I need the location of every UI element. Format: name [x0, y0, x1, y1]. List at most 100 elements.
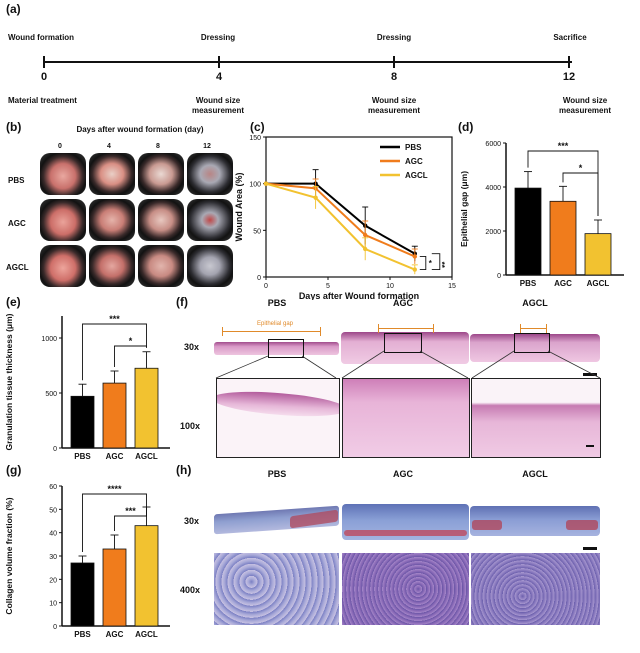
- gap-tick: [433, 324, 434, 333]
- photo-row-pbs: PBS: [8, 176, 25, 185]
- panel-label-c: (c): [250, 120, 265, 134]
- timeline-day-0: 0: [40, 71, 48, 83]
- x-tick-label: PBS: [74, 452, 91, 461]
- y-tick-label: 150: [249, 135, 261, 142]
- epithelial-gap-label: Epithelial gap: [256, 321, 294, 327]
- legend-label-pbs: PBS: [405, 143, 422, 152]
- wound-area-chart: 0 50 100 150 0 5 10 15 Days after Wound formatio…: [234, 135, 456, 300]
- significance-bracket-outer: [431, 253, 441, 270]
- gap-tick: [378, 324, 379, 333]
- wound-photo-agcl-day4: [89, 245, 135, 287]
- photo-day-4: 4: [107, 143, 111, 150]
- photo-row-agcl: AGCL: [6, 263, 29, 272]
- wound-photo-pbs-day0: [40, 153, 86, 195]
- wound-photo-agcl-day8: [138, 245, 184, 287]
- bar-agc: [102, 382, 127, 449]
- significance-bracket-short: [114, 345, 147, 367]
- timeline-day-8: 8: [390, 71, 398, 83]
- significance-bracket-long: [82, 323, 147, 381]
- data-point-agcl: [313, 195, 318, 200]
- histology-f-row-100x: 100x: [180, 421, 201, 431]
- timeline-day-4: 4: [215, 71, 223, 83]
- y-tick-label: 2000: [485, 229, 501, 236]
- he-30x-agc: [341, 330, 469, 368]
- significance-mark-inner: *: [429, 259, 433, 268]
- x-tick-label: AGC: [554, 279, 572, 288]
- he-100x-pbs: [216, 378, 340, 458]
- panel-label-f: (f): [176, 295, 188, 309]
- photo-day-0: 0: [58, 143, 62, 150]
- bar-agc: [102, 548, 127, 627]
- histology-h-col-pbs: PBS: [267, 469, 287, 479]
- x-tick-label: 5: [326, 283, 330, 290]
- y-tick-label: 0: [497, 273, 501, 280]
- y-tick-label: 50: [253, 228, 261, 235]
- timeline-top-label-1: Dressing: [200, 33, 236, 42]
- bar-agcl: [134, 525, 159, 627]
- bar-agcl: [584, 233, 612, 276]
- legend-label-agcl: AGCL: [405, 171, 428, 180]
- epithelial-gap-line-pbs: [222, 331, 320, 332]
- bar-agcl: [134, 367, 159, 449]
- timeline-bottom-label-2: Wound size measurement: [367, 96, 421, 115]
- y-tick-label: 500: [45, 391, 57, 398]
- panel-label-b: (b): [6, 120, 22, 134]
- masson-30x-pbs: [214, 500, 339, 545]
- timeline-top-label-2: Dressing: [376, 33, 412, 42]
- significance-mark-outer: **: [437, 262, 446, 269]
- photo-day-8: 8: [156, 143, 160, 150]
- timeline-bottom-label-3: Wound size measurement: [558, 96, 612, 115]
- wound-photo-pbs-day8: [138, 153, 184, 195]
- timeline-tick-8: [393, 56, 395, 68]
- wound-photo-agc-day8: [138, 199, 184, 241]
- y-tick-label: 20: [49, 577, 57, 584]
- significance-bracket-short: [562, 172, 599, 216]
- x-tick-label: PBS: [520, 279, 537, 288]
- x-tick-label: AGCL: [135, 630, 158, 639]
- y-tick-label: 4000: [485, 185, 501, 192]
- significance-bracket-inner: [419, 256, 427, 270]
- masson-400x-pbs: [214, 553, 339, 625]
- x-tick-label: AGCL: [135, 452, 158, 461]
- wound-photo-agc-day0: [40, 199, 86, 241]
- significance-mark-long: ***: [109, 314, 120, 324]
- y-tick-label: 40: [49, 531, 57, 538]
- photo-grid: [40, 153, 240, 289]
- significance-mark-long: ****: [107, 484, 122, 494]
- timeline-bottom-label-1: Wound size measurement: [191, 96, 245, 115]
- significance-mark-short: *: [129, 336, 133, 346]
- timeline-top-label-0: Wound formation: [8, 33, 75, 42]
- panel-label-a: (a): [6, 2, 21, 16]
- wound-photo-pbs-day4: [89, 153, 135, 195]
- wound-photo-pbs-day12: [187, 153, 233, 195]
- scale-bar-30x-masson: [583, 547, 597, 550]
- y-axis-label: Granulation tissue thickness (μm): [4, 313, 14, 450]
- gap-tick: [546, 324, 547, 333]
- bar-agc: [549, 200, 577, 276]
- y-tick-label: 50: [49, 507, 57, 514]
- histology-h-row-30x: 30x: [184, 516, 200, 526]
- histology-h-col-agc: AGC: [393, 469, 413, 479]
- series-line-pbs: [266, 182, 416, 255]
- data-point-agcl: [363, 246, 368, 252]
- he-zoom-box-pbs: [268, 339, 304, 358]
- significance-bracket-long: [82, 493, 147, 552]
- he-30x-pbs: [214, 335, 339, 363]
- panel-label-d: (d): [458, 120, 474, 134]
- photo-grid-title: Days after wound formation (day): [76, 125, 204, 134]
- panel-label-h: (h): [176, 463, 192, 477]
- wound-photo-agcl-day0: [40, 245, 86, 287]
- histology-f-row-30x: 30x: [184, 342, 200, 352]
- data-point-agcl: [412, 267, 417, 272]
- y-tick-label: 30: [49, 554, 57, 561]
- significance-mark-short: *: [579, 163, 583, 173]
- masson-30x-agc: [342, 500, 469, 545]
- timeline-axis: [44, 61, 572, 63]
- histology-h-row-400x: 400x: [180, 585, 201, 595]
- granulation-thickness-chart: 0 500 1000 Granulation tissue thickness (μm…: [4, 313, 170, 461]
- timeline-day-12: 12: [562, 71, 576, 83]
- histology-f-col-agcl: AGCL: [522, 298, 548, 308]
- photo-row-agc: AGC: [8, 219, 26, 228]
- timeline-tick-12: [568, 56, 570, 68]
- significance-mark-long: ***: [558, 141, 569, 151]
